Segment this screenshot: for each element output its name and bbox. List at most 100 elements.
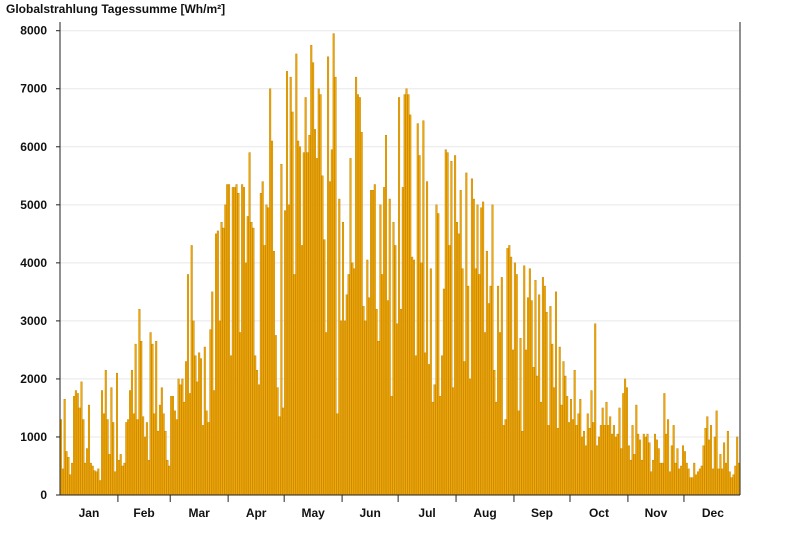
bar xyxy=(321,175,324,496)
x-tick-label: Apr xyxy=(246,506,267,520)
bar xyxy=(676,448,679,496)
bar xyxy=(478,274,481,496)
bar xyxy=(89,462,92,496)
bar xyxy=(668,471,671,496)
bar xyxy=(609,416,612,496)
bar xyxy=(715,410,718,496)
bar xyxy=(177,378,180,496)
bar xyxy=(648,442,651,496)
x-tick-label: Dec xyxy=(702,506,724,520)
bar xyxy=(495,401,498,496)
bar xyxy=(160,387,163,496)
bar xyxy=(84,462,87,496)
y-tick-label: 8000 xyxy=(20,24,47,38)
bar xyxy=(665,433,668,496)
bar xyxy=(190,245,193,496)
bar xyxy=(216,230,219,496)
bar xyxy=(431,401,434,496)
bar xyxy=(687,468,690,496)
bar xyxy=(119,454,122,496)
bar xyxy=(239,332,242,496)
bar xyxy=(646,433,649,496)
bar xyxy=(360,132,363,496)
bar xyxy=(399,309,402,496)
bar xyxy=(717,468,720,496)
bar xyxy=(569,399,572,496)
bar xyxy=(261,181,264,496)
bar xyxy=(728,471,731,496)
bar xyxy=(265,204,268,496)
bar xyxy=(442,288,445,496)
x-tick-label: Jun xyxy=(359,506,380,520)
bar xyxy=(401,187,404,496)
bar xyxy=(76,393,79,496)
bar xyxy=(536,375,539,496)
bar xyxy=(166,459,169,496)
bar xyxy=(106,419,109,496)
bar xyxy=(700,465,703,496)
bar xyxy=(659,462,662,496)
bar xyxy=(465,172,468,496)
bar xyxy=(235,184,238,496)
bar xyxy=(192,320,195,496)
bar xyxy=(482,201,485,496)
bar xyxy=(521,430,524,496)
bar xyxy=(368,297,371,496)
bar xyxy=(244,262,247,496)
bar xyxy=(680,465,683,496)
bar xyxy=(127,419,130,496)
bar xyxy=(661,462,664,496)
bar xyxy=(515,274,518,496)
bar xyxy=(310,45,313,496)
bar xyxy=(597,436,600,496)
bar xyxy=(323,239,326,496)
bar xyxy=(579,399,582,496)
bar xyxy=(469,378,472,496)
bar xyxy=(526,297,529,496)
bar xyxy=(396,323,399,496)
bar xyxy=(620,448,623,496)
bar xyxy=(461,268,464,496)
bar xyxy=(427,364,430,496)
bar xyxy=(110,387,113,496)
bar xyxy=(351,262,354,496)
bar xyxy=(588,428,591,496)
bar xyxy=(523,265,526,496)
bar xyxy=(388,198,391,496)
bar xyxy=(489,285,492,496)
bar xyxy=(411,256,414,496)
bar xyxy=(392,222,395,496)
bar xyxy=(325,332,328,496)
bar xyxy=(299,146,302,496)
bar xyxy=(398,97,401,496)
bar-series xyxy=(59,33,741,496)
bar xyxy=(575,425,578,496)
bar xyxy=(454,155,457,496)
bar xyxy=(272,251,275,496)
bar xyxy=(291,111,294,496)
bar xyxy=(500,277,503,496)
bar xyxy=(590,390,593,496)
bar xyxy=(513,262,516,496)
bar xyxy=(198,352,201,496)
bar xyxy=(452,387,455,496)
bar xyxy=(144,436,146,496)
bar xyxy=(241,184,244,496)
bar xyxy=(519,338,522,496)
y-tick-label: 7000 xyxy=(20,82,47,96)
bar xyxy=(358,97,361,496)
bar xyxy=(209,329,212,496)
bar xyxy=(504,419,507,496)
bar xyxy=(108,454,111,496)
bar xyxy=(183,401,186,496)
bar xyxy=(343,320,346,496)
bar xyxy=(710,425,713,496)
bar xyxy=(429,268,432,496)
bar xyxy=(121,465,124,496)
bar xyxy=(725,462,727,496)
bar xyxy=(276,387,279,496)
bar xyxy=(517,410,520,496)
bar xyxy=(282,407,285,496)
bar xyxy=(293,274,296,496)
bar xyxy=(285,71,288,496)
